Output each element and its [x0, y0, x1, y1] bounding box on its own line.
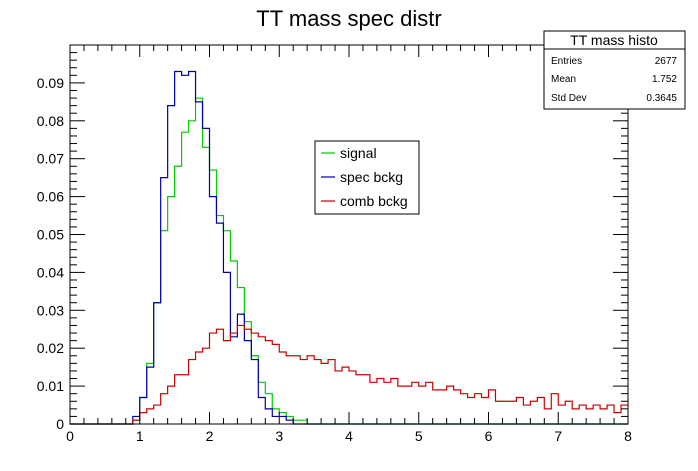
- y-tick-label: 0.06: [37, 189, 64, 205]
- stats-label-stddev: Std Dev: [551, 93, 587, 104]
- x-tick-label: 0: [66, 428, 74, 444]
- legend-label-spec-bckg: spec bckg: [340, 169, 403, 185]
- y-tick-label: 0.04: [37, 264, 64, 280]
- y-tick-label: 0.05: [37, 227, 64, 243]
- plot-frame: [69, 44, 629, 425]
- stats-label-entries: Entries: [551, 56, 582, 67]
- x-tick-label: 2: [206, 428, 214, 444]
- x-tick-label: 3: [275, 428, 283, 444]
- y-tick-label: 0.09: [37, 75, 64, 91]
- stats-box: TT mass histo Entries 2677 Mean 1.752 St…: [543, 30, 686, 110]
- stats-label-mean: Mean: [551, 74, 576, 85]
- legend-label-signal: signal: [340, 145, 377, 161]
- x-tick-label: 1: [136, 428, 144, 444]
- series-comb-bckg: [70, 324, 628, 425]
- legend-label-comb-bckg: comb bckg: [340, 193, 408, 209]
- stats-box-frame: [543, 30, 686, 110]
- x-tick-label: 6: [485, 428, 493, 444]
- chart-title: TT mass spec distr: [256, 6, 441, 31]
- stats-value-stddev: 0.3645: [646, 93, 677, 104]
- y-tick-label: 0.07: [37, 151, 64, 167]
- y-tick-label: 0.01: [37, 378, 64, 394]
- y-tick-label: 0.03: [37, 302, 64, 318]
- legend: signal spec bckg comb bckg: [314, 140, 420, 215]
- stats-value-entries: 2677: [655, 56, 678, 67]
- x-tick-label: 4: [345, 428, 353, 444]
- y-tick-label: 0.08: [37, 113, 64, 129]
- stats-box-title: TT mass histo: [570, 32, 658, 48]
- x-tick-label: 5: [415, 428, 423, 444]
- x-tick-label: 8: [624, 428, 632, 444]
- y-tick-label: 0: [56, 416, 64, 432]
- y-tick-label: 0.02: [37, 340, 64, 356]
- stats-value-mean: 1.752: [652, 74, 677, 85]
- x-tick-label: 7: [554, 428, 562, 444]
